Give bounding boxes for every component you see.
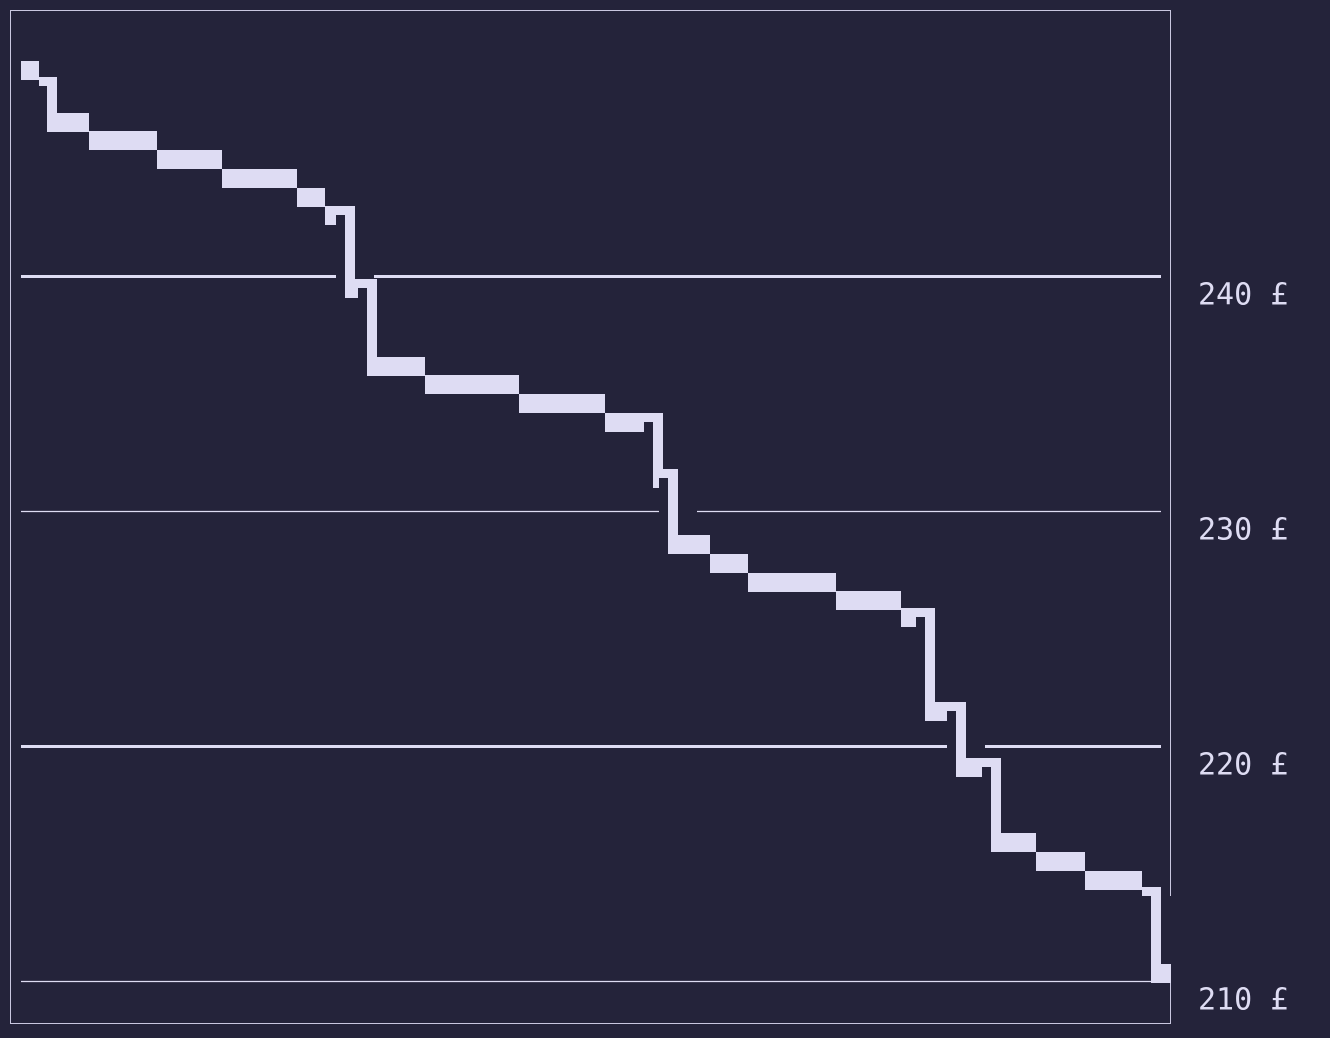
line-drop [668,469,678,554]
line-segment [1036,852,1085,871]
y-tick-label-210: 210 £ [1198,983,1288,1018]
line-segment [1085,871,1142,890]
line-segment [519,394,605,413]
y-tick-label-240: 240 £ [1198,278,1288,313]
line-segment [222,169,297,188]
line-drop [47,77,57,132]
y-tick-label-220: 220 £ [1198,748,1288,783]
line-drop [925,608,935,721]
line-drop [956,702,966,777]
plot-frame [10,10,1171,1024]
line-drop [991,758,1001,852]
line-segment [425,375,519,394]
grid-lines [21,275,1161,983]
line-segment [710,554,748,573]
line-segment [21,61,39,80]
line-drop [1151,887,1161,983]
line-segment [297,188,325,207]
line-segment [1001,833,1036,852]
line-segment [157,150,222,169]
line-drop [367,279,377,376]
line-drop [653,413,663,488]
line-segment [748,573,836,592]
line-segment [89,131,157,150]
line-segment [57,113,89,132]
line-segment [678,535,710,554]
series-line [21,61,1180,983]
line-segment [1161,964,1171,983]
line-segment [836,591,901,610]
line-segment [377,357,425,376]
y-tick-label-230: 230 £ [1198,513,1288,548]
y-axis-tick-labels: 240 £ 230 £ 220 £ 210 £ [1198,278,1288,1018]
line-drop [345,206,355,298]
